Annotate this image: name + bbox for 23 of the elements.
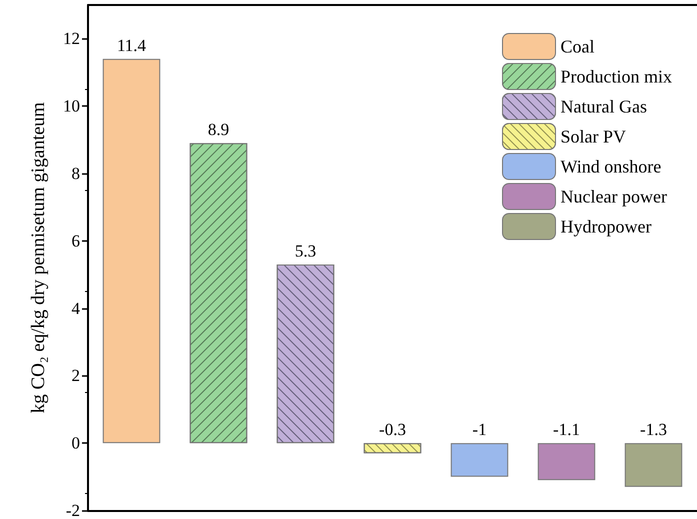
y-tick-label: 6 bbox=[72, 231, 80, 250]
y-tick-label: 2 bbox=[72, 366, 80, 386]
y-tick-label: 10 bbox=[63, 96, 80, 116]
data-label: -1 bbox=[472, 420, 487, 440]
y-tick-label: -2 bbox=[66, 501, 80, 519]
legend-label: Solar PV bbox=[560, 126, 626, 146]
legend-label: Coal bbox=[560, 36, 594, 56]
data-label: 5.3 bbox=[294, 241, 316, 260]
legend-label: Wind onshore bbox=[560, 156, 662, 176]
legend-label: Nuclear power bbox=[560, 186, 667, 206]
data-label: 11.4 bbox=[116, 36, 147, 55]
legend-label: Natural Gas bbox=[560, 96, 647, 116]
legend-label: Hydropower bbox=[560, 216, 652, 236]
data-label: -1.1 bbox=[553, 420, 580, 440]
data-label: 8.9 bbox=[208, 120, 230, 140]
legend-label: Production mix bbox=[560, 66, 672, 86]
y-axis-title: kg CO₂ eq/kg dry pennisetum giganteum bbox=[28, 102, 49, 414]
y-tick-label: 8 bbox=[72, 164, 80, 183]
y-tick-label: 12 bbox=[63, 29, 80, 48]
data-label: -1.3 bbox=[640, 420, 667, 440]
y-tick-label: 4 bbox=[72, 298, 80, 318]
y-tick-label: 0 bbox=[72, 434, 80, 453]
data-label: -0.3 bbox=[379, 420, 406, 440]
